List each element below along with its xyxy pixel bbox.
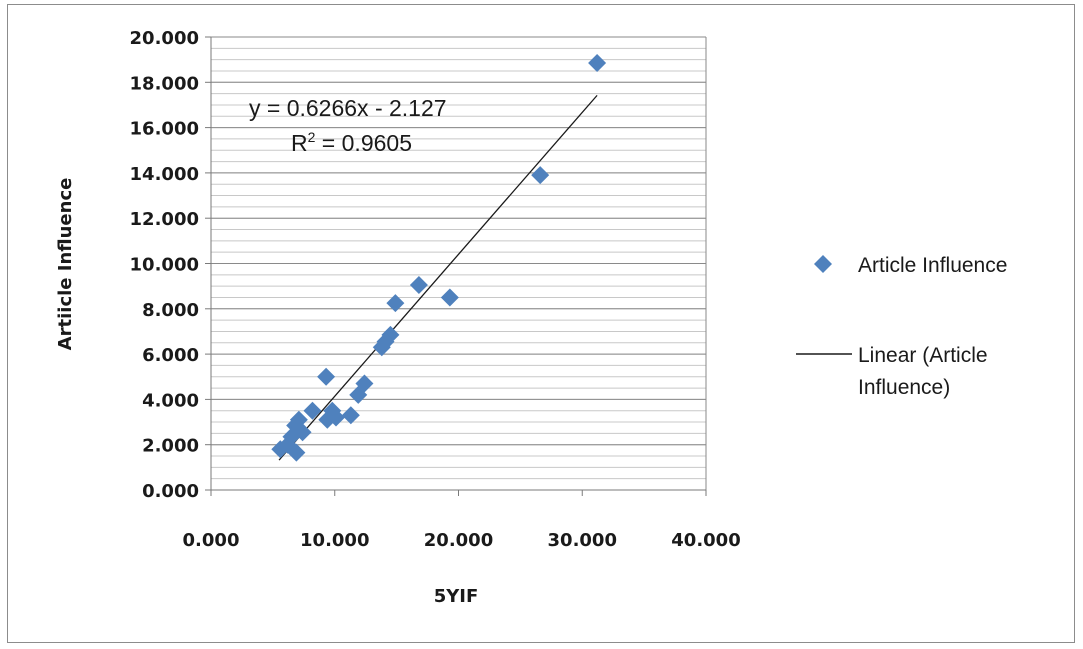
x-tick-label: 30.000	[548, 530, 617, 551]
y-tick-label: 16.000	[130, 119, 199, 140]
legend-label-linear-line1: Linear (Article	[858, 344, 988, 367]
trendline-layer	[278, 94, 598, 461]
r-squared-superscript: 2	[308, 129, 316, 145]
data-point	[531, 166, 550, 185]
y-tick-label: 10.000	[130, 255, 199, 276]
y-tick-label: 8.000	[142, 300, 199, 321]
data-point	[341, 406, 360, 425]
y-tick-label: 14.000	[130, 164, 199, 185]
y-tick-label: 12.000	[130, 209, 199, 230]
y-tick-label: 2.000	[142, 436, 199, 457]
x-tick-label: 40.000	[671, 530, 740, 551]
data-point	[318, 410, 337, 429]
r-squared-symbol: R	[291, 130, 308, 156]
data-point	[317, 367, 336, 386]
axes: 0.000 2.000 4.000 6.000 8.000 10.000 12.000 14.…	[130, 28, 741, 551]
data-point	[372, 338, 391, 357]
data-point	[588, 54, 607, 73]
x-tick-label: 0.000	[183, 530, 240, 551]
legend-label-linear-line2: Influence)	[858, 376, 950, 399]
y-tick-label: 6.000	[142, 345, 199, 366]
data-point	[303, 401, 322, 420]
legend-marker-diamond	[814, 255, 832, 273]
y-tick-label: 0.000	[142, 481, 199, 502]
legend-label-article-influence: Article Influence	[858, 254, 1007, 277]
data-point	[349, 385, 368, 404]
y-tick-label: 20.000	[130, 28, 199, 49]
data-point	[440, 288, 459, 307]
data-points	[271, 54, 607, 462]
data-point	[287, 443, 306, 462]
y-axis-title: Artiicle Influence	[55, 178, 76, 351]
trendline-equation: y = 0.6266x - 2.127	[249, 95, 447, 121]
legend: Article Influence Linear (Article Influe…	[796, 254, 1007, 399]
chart-area	[7, 4, 1075, 643]
y-tick-label: 18.000	[130, 73, 199, 94]
trendline	[278, 94, 598, 461]
x-axis-title: 5YIF	[434, 586, 479, 607]
data-point	[409, 276, 428, 295]
x-tick-label: 20.000	[424, 530, 493, 551]
data-point	[386, 294, 405, 313]
r-squared-label: R2 = 0.9605	[291, 129, 412, 156]
x-tick-label: 10.000	[300, 530, 369, 551]
y-tick-label: 4.000	[142, 390, 199, 411]
data-point	[271, 440, 290, 459]
r-squared-value: = 0.9605	[315, 130, 412, 156]
